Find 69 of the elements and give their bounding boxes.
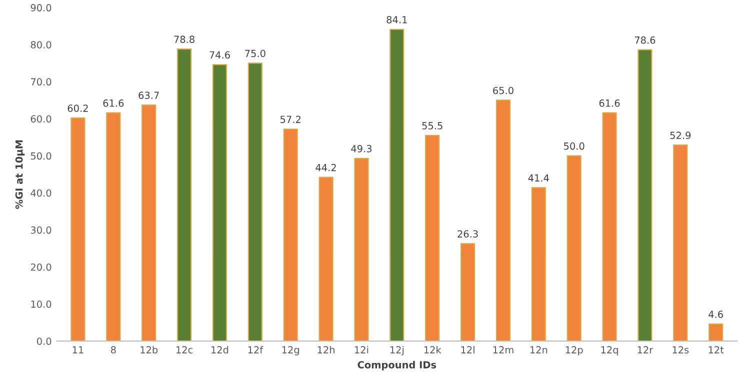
bar [212, 64, 227, 342]
data-label: 61.6 [103, 99, 124, 107]
bar [142, 104, 156, 342]
data-label: 52.9 [670, 132, 691, 140]
bar [708, 324, 724, 342]
data-label: 55.5 [422, 122, 442, 130]
y-tick-label: 60.0 [30, 115, 52, 123]
data-label: 78.6 [634, 36, 656, 44]
x-tick-label: 12l [461, 346, 474, 354]
data-label: 74.6 [210, 51, 230, 59]
x-tick-label: 12p [566, 346, 583, 356]
y-tick-label: 20.0 [30, 263, 52, 271]
data-label: 49.3 [351, 145, 372, 152]
data-label: 57.2 [280, 116, 300, 124]
x-tick-label: 12s [672, 346, 689, 354]
y-tick-label: 80.0 [30, 41, 52, 48]
bar [106, 112, 121, 342]
data-label: 4.6 [708, 310, 723, 318]
x-tick-label: 8 [110, 346, 116, 354]
bar [390, 28, 404, 342]
x-tick-label: 12b [140, 346, 158, 354]
bar [283, 128, 298, 342]
data-label: 78.8 [174, 36, 194, 44]
data-label: 61.6 [599, 99, 620, 107]
bar [531, 187, 546, 342]
x-tick-label: 12g [282, 346, 299, 356]
y-tick-label: 90.0 [30, 4, 52, 12]
bar [460, 243, 476, 342]
bar [354, 158, 369, 342]
y-axis-title: %GI at 10µM [15, 140, 25, 209]
x-tick-label: 12k [424, 346, 442, 354]
y-tick-label: 0.0 [37, 338, 52, 345]
x-tick-label: 12f [248, 346, 264, 354]
x-tick-label: 12n [530, 346, 548, 354]
bar [602, 112, 617, 342]
data-label: 41.4 [528, 174, 549, 182]
x-tick-label: 12m [493, 346, 514, 354]
y-tick-label: 50.0 [30, 152, 52, 160]
y-tick-label: 70.0 [30, 78, 52, 86]
data-label: 63.7 [138, 92, 159, 99]
x-tick-label: 11 [72, 346, 84, 354]
x-tick-label: 12t [708, 346, 724, 354]
y-tick-label: 40.0 [30, 189, 52, 197]
bar [248, 62, 262, 342]
bar [638, 49, 652, 342]
data-label: 60.2 [68, 104, 88, 112]
data-label: 75.0 [245, 50, 266, 58]
x-tick-label: 12r [638, 346, 654, 354]
x-axis-title: Compound IDs [358, 360, 436, 370]
x-tick-label: 12i [354, 346, 368, 354]
bar [425, 134, 440, 342]
data-label: 65.0 [493, 86, 514, 94]
data-label: 44.2 [316, 164, 336, 172]
x-tick-label: 12c [176, 346, 193, 354]
y-tick-label: 10.0 [31, 300, 52, 308]
bar [566, 155, 582, 342]
data-label: 84.1 [386, 16, 407, 24]
x-tick-label: 12h [318, 346, 334, 354]
bar [176, 48, 192, 342]
y-tick-label: 30.0 [30, 226, 52, 234]
bar [318, 176, 334, 342]
x-tick-label: 12j [390, 346, 404, 356]
data-label: 50.0 [564, 142, 584, 150]
data-label: 26.3 [458, 230, 478, 238]
bar [70, 117, 86, 342]
bar [673, 144, 688, 342]
x-tick-label: 12q [601, 346, 618, 356]
x-tick-label: 12d [212, 346, 228, 354]
bar [496, 100, 510, 342]
